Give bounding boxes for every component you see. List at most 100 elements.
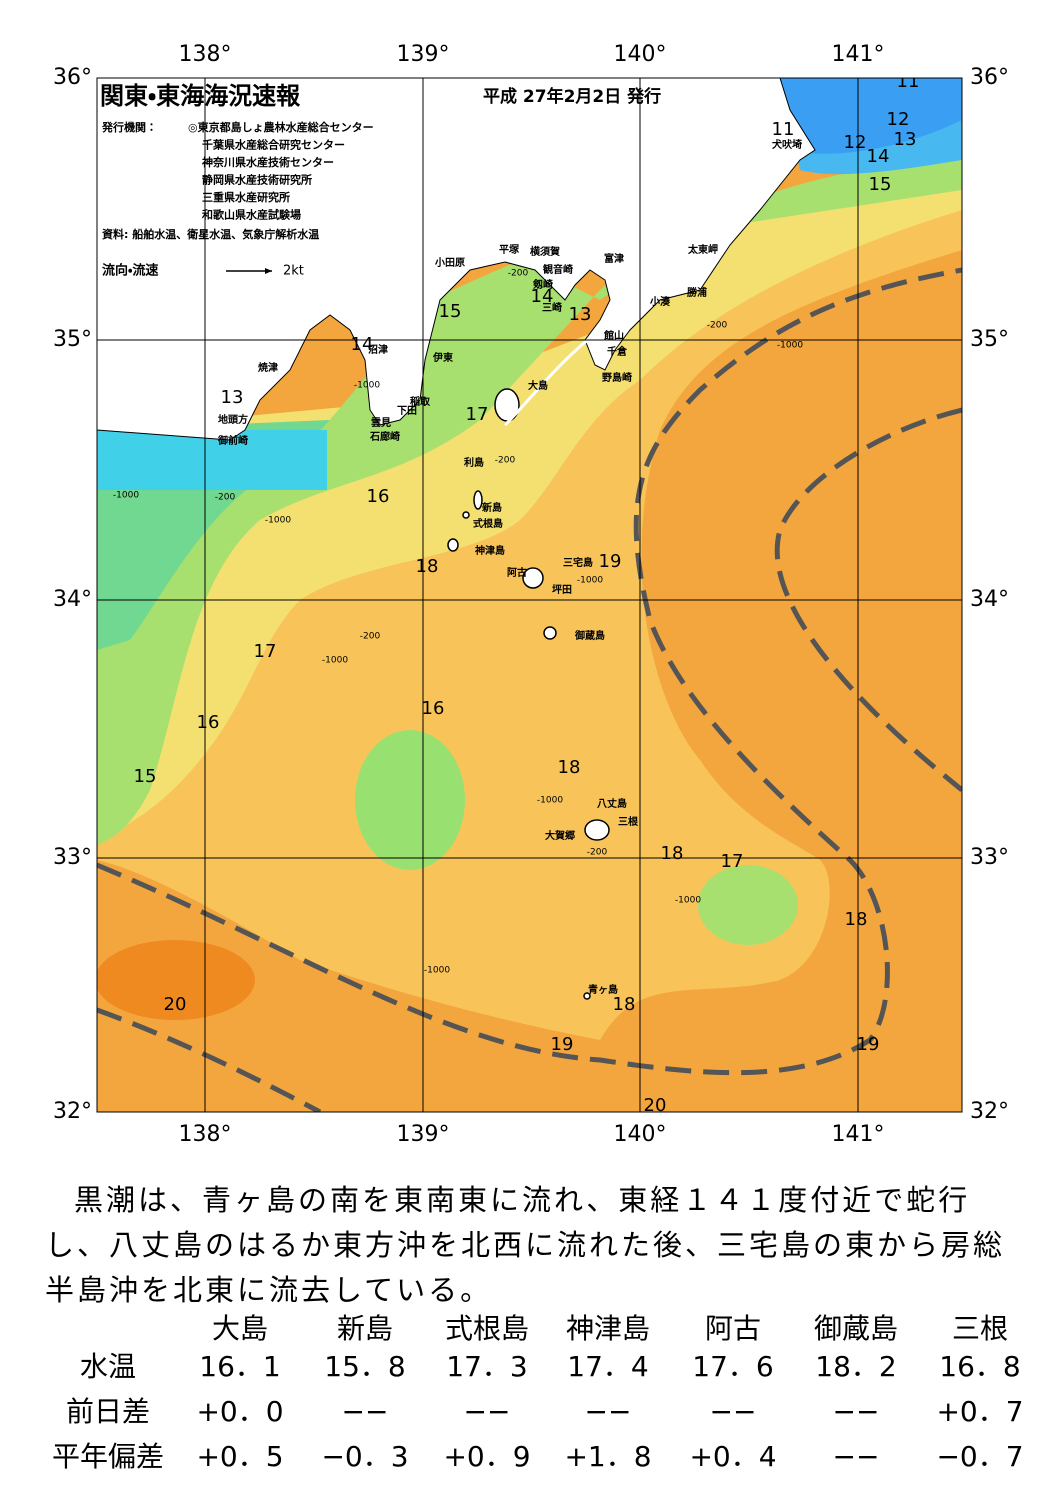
place-label: 式根島 — [473, 517, 503, 530]
contour-label: 16 — [367, 486, 390, 507]
cell: −− — [464, 1395, 511, 1428]
place-label: 坪田 — [552, 583, 572, 596]
issue-date: 平成 27年2月2日 発行 — [483, 86, 661, 107]
depth-label: -1000 — [354, 381, 380, 391]
place-label: 太東岬 — [687, 243, 718, 256]
longitude-label: 139° — [397, 1122, 450, 1147]
contour-label: 19 — [857, 1034, 880, 1055]
place-label: 稲取 — [410, 395, 431, 408]
place-label: 平塚 — [499, 243, 520, 256]
depth-label: -200 — [508, 269, 529, 279]
place-label: 大賀郷 — [545, 829, 575, 842]
kuroshio — [97, 267, 962, 1112]
place-label: 新島 — [481, 501, 502, 514]
ocean-cyan — [97, 430, 327, 490]
cell: −− — [833, 1440, 880, 1473]
row-label: 平年偏差 — [52, 1440, 164, 1473]
cell: −− — [710, 1395, 757, 1428]
contour-label: 19 — [599, 551, 622, 572]
place-label: 三根 — [618, 815, 639, 828]
axes: 138° 138° 139° 139° 140° 140° 141° 141° 36° 36° 35… — [53, 42, 1009, 1147]
place-label: 三宅島 — [563, 556, 593, 569]
depth-label: -1000 — [113, 491, 139, 501]
place-label: 下田 — [397, 405, 417, 417]
contour-label: 20 — [644, 1095, 667, 1116]
longitude-label: 138° — [179, 1122, 232, 1147]
depth-label: -1000 — [265, 516, 291, 526]
graticule — [97, 78, 962, 1112]
contour-label: 14 — [531, 286, 554, 307]
latitude-label: 33° — [970, 845, 1009, 870]
contour-label: 14 — [867, 146, 890, 167]
summary: 黒潮は、青ヶ島の南を東南東に流れ、東経１４１度付近で蛇行し、八丈島のはるか東方沖… — [45, 1183, 1006, 1307]
cell: −− — [342, 1395, 389, 1428]
depth-label: -200 — [215, 493, 236, 503]
place-label: 御蔵島 — [574, 629, 605, 642]
place-label: 神津島 — [474, 544, 505, 557]
contour-label: 16 — [197, 712, 220, 733]
place-label: 御前崎 — [217, 434, 248, 447]
cell: −0．3 — [321, 1440, 408, 1473]
place-label: 館山 — [603, 329, 624, 342]
contour-label: 17 — [466, 404, 489, 425]
place-label: 観音崎 — [543, 263, 573, 276]
contour-label: 16 — [422, 698, 445, 719]
cell: 17．3 — [446, 1350, 527, 1383]
contour-label: 18 — [613, 994, 636, 1015]
latitude-label: 32° — [53, 1099, 92, 1124]
depth-label: -1000 — [577, 576, 603, 586]
map-frame — [96, 77, 963, 1113]
longitude-label: 141° — [832, 42, 885, 67]
longitude-label: 140° — [614, 1122, 667, 1147]
place-label: 千倉 — [607, 345, 628, 358]
place-label: 剱崎 — [532, 278, 553, 291]
latitude-label: 36° — [53, 65, 92, 90]
cell: 17．4 — [567, 1350, 648, 1383]
cell: 16．1 — [199, 1350, 280, 1383]
contour-label: 13 — [569, 304, 592, 325]
cell: +0．0 — [196, 1395, 283, 1428]
cell: +1．8 — [564, 1440, 651, 1473]
depth-label: -1000 — [675, 896, 701, 906]
issuers-label: 発行機関： — [101, 120, 157, 134]
place-label: 伊東 — [432, 351, 453, 364]
contour-label: 20 — [164, 994, 187, 1015]
contour-label: 14 — [351, 334, 374, 355]
place-label: 雲見 — [371, 417, 391, 429]
place-label: 三崎 — [542, 301, 562, 314]
place-label: 犬吠埼 — [772, 138, 802, 151]
ocean-hot — [97, 940, 255, 1020]
latitude-label: 34° — [53, 587, 92, 612]
place-label: 野島崎 — [602, 371, 632, 384]
place-label: 沼津 — [368, 343, 388, 356]
issuer: 和歌山県水産試験場 — [202, 208, 301, 222]
place-label: 富津 — [604, 252, 624, 265]
place-label: 利島 — [464, 456, 484, 469]
contour-label: 19 — [551, 1034, 574, 1055]
row-label: 水温 — [80, 1350, 136, 1383]
islands — [447, 388, 610, 1000]
cold-eddy — [355, 730, 465, 870]
depth-label: -1000 — [537, 796, 563, 806]
contour-label: 17 — [721, 851, 744, 872]
place-label: 小湊 — [649, 295, 671, 308]
contour-label: 11 — [897, 71, 920, 92]
place-label: 石廊崎 — [369, 430, 400, 443]
contour-label: 15 — [134, 766, 157, 787]
depth-label: -1000 — [322, 656, 348, 666]
cell: +0．4 — [689, 1440, 776, 1473]
longitude-label: 139° — [397, 42, 450, 67]
cell: +0．5 — [196, 1440, 283, 1473]
contour-label: 18 — [661, 843, 684, 864]
cell: 16．8 — [939, 1350, 1020, 1383]
ocean-cool — [97, 150, 962, 840]
cell: +0．7 — [936, 1395, 1023, 1428]
depth-label: -1000 — [424, 966, 450, 976]
latitude-label: 36° — [970, 65, 1009, 90]
issuers: ◎東京都島しょ農林水産総合センター千葉県水産総合研究センター神奈川県水産技術セン… — [188, 120, 374, 222]
issuer: 神奈川県水産技術センター — [201, 155, 334, 169]
place-label: 小田原 — [434, 256, 465, 269]
